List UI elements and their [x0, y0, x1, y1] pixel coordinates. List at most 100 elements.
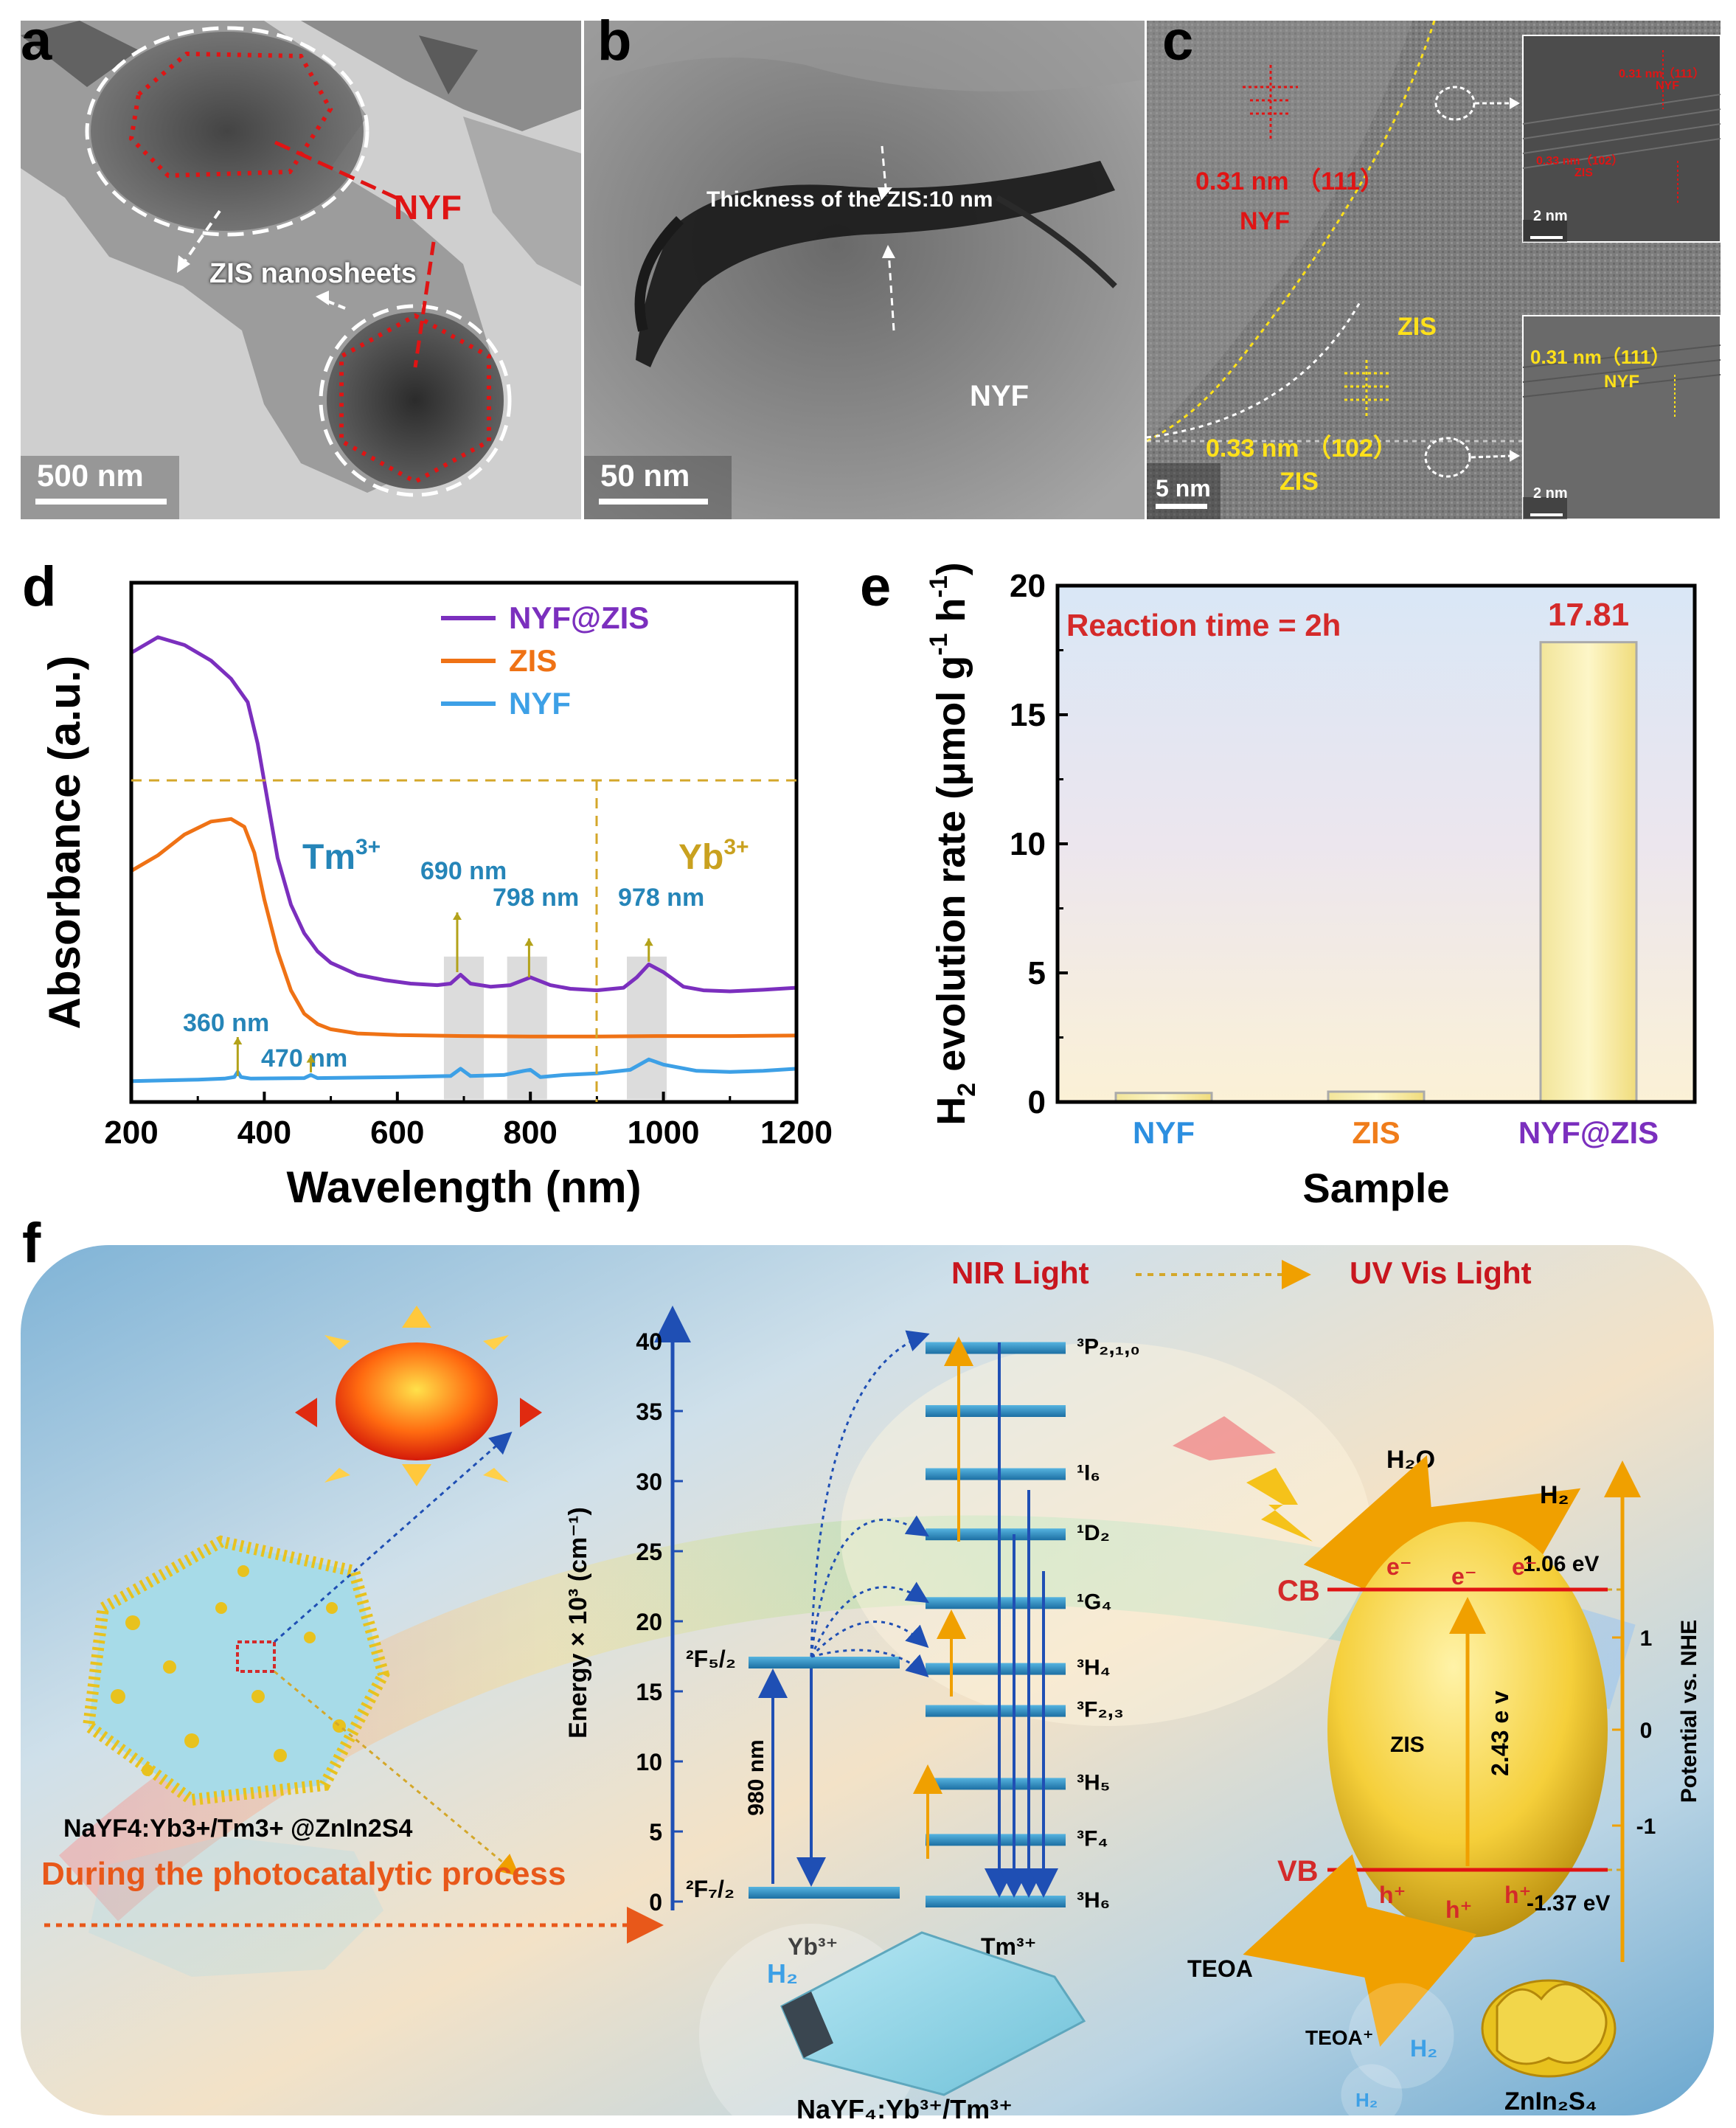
peak-arrowhead-690 [452, 912, 462, 921]
tm-level-label-6: ³H₅ [1077, 1770, 1110, 1795]
energy-tick-label-20: 20 [636, 1609, 662, 1635]
tm-level-1 [926, 1405, 1066, 1417]
tm-level-label-7: ³F₄ [1077, 1826, 1108, 1851]
x-tick-label-200: 200 [104, 1115, 158, 1151]
tem-image-b: Thickness of the ZIS:10 nm NYF 50 nm [584, 21, 1145, 519]
label-c-inset2-b: NYF [1604, 372, 1639, 392]
x-tick-label-400: 400 [237, 1115, 291, 1151]
scale-bar-b: 50 nm [600, 458, 690, 493]
peak-360: 360 nm [183, 1009, 269, 1037]
bar-value-label: 17.81 [1548, 597, 1629, 633]
label-c-inset2-a: 0.31 nm（111） [1530, 346, 1670, 368]
panel-label-c: c [1162, 10, 1194, 72]
panel-label-b: b [597, 10, 632, 72]
energy-tick-label-40: 40 [636, 1328, 662, 1355]
tm-level-4 [926, 1597, 1066, 1609]
tm-level-8 [926, 1834, 1066, 1846]
scale-bar-c: 5 nm [1156, 475, 1211, 502]
energy-tick-label-5: 5 [649, 1819, 662, 1845]
tm-level-label-2: ¹D₂ [1077, 1521, 1110, 1545]
tm-level-label-3: ¹G₄ [1077, 1590, 1112, 1614]
hole-1: h⁺ [1379, 1882, 1406, 1908]
bubble-h2-left: H₂ [767, 1958, 798, 1989]
x-tick-label-600: 600 [370, 1115, 424, 1151]
zis-egg-label: ZIS [1390, 1733, 1425, 1757]
absorbance-chart: 200 400 600 800 1000 1200 NYF@ZIS ZIS NYF Tm3… [40, 580, 833, 1212]
panel-label-e: e [860, 555, 892, 618]
excitation-label: 980 nm [744, 1739, 768, 1815]
bar-nyf-zis [1539, 641, 1638, 1103]
yb-level-upper: ²F₅/₂ [686, 1646, 736, 1672]
y-tick-label-0: 0 [1028, 1084, 1046, 1120]
x-tick-label-1000: 1000 [628, 1115, 700, 1151]
potential-tick-label-0: 0 [1640, 1719, 1653, 1743]
tm-level-0 [926, 1342, 1066, 1354]
teoa-label: TEOA [1187, 1955, 1253, 1982]
label-c-nyf: NYF [1240, 207, 1290, 235]
label-zis-nanosheets: ZIS nanosheets [209, 258, 417, 289]
legend-nyfzis: NYF@ZIS [509, 600, 649, 635]
ion-tm: Tm3+ [302, 835, 381, 877]
energy-tick-label-10: 10 [636, 1749, 662, 1775]
potential-tick-label-1: 1 [1640, 1626, 1653, 1651]
label-c-nyf-d: 0.31 nm （111） [1195, 167, 1386, 195]
label-c-zis-top: ZIS [1398, 313, 1437, 341]
label-thickness: Thickness of the ZIS:10 nm [706, 187, 993, 212]
shaded-region-2 [626, 956, 667, 1100]
y-axis-title-d: Absorbance (a.u.) [40, 656, 89, 1030]
tm-level-5 [926, 1663, 1066, 1675]
vb-label: VB [1277, 1855, 1319, 1888]
composite-label: NaYF4:Yb3+/Tm3+ @ZnIn2S4 [63, 1815, 413, 1843]
electron-1: e⁻ [1386, 1553, 1412, 1580]
peak-978: 978 nm [618, 884, 704, 912]
bubble-h2-small: H₂ [1355, 2089, 1378, 2111]
electron-3: e⁻ [1512, 1553, 1538, 1580]
process-label: During the photocatalytic process [41, 1856, 566, 1892]
energy-tick-label-15: 15 [636, 1679, 662, 1705]
label-nyf-b: NYF [970, 380, 1029, 412]
legend-nyf: NYF [509, 686, 571, 721]
potential-axis-title: Potential vs. NHE [1677, 1620, 1701, 1803]
cb-label: CB [1277, 1575, 1320, 1607]
energy-tick-label-0: 0 [649, 1889, 662, 1916]
tm-level-label-0: ³P₂,₁,₀ [1077, 1335, 1140, 1359]
lightning-icon [1246, 1468, 1313, 1542]
yb-level-lower: ²F₇/₂ [686, 1876, 735, 1902]
peak-arrowhead-360 [233, 1037, 243, 1044]
x-axis-title-d: Wavelength (nm) [286, 1162, 641, 1212]
energy-axis-title: Energy × 10³ (cm⁻¹) [564, 1507, 592, 1739]
energy-tick-label-35: 35 [636, 1399, 662, 1425]
sun-icon [295, 1306, 542, 1486]
peak-798: 798 nm [493, 884, 579, 912]
energy-tick-label-30: 30 [636, 1469, 662, 1495]
mechanism-diagram: NaYF4:Yb3+/Tm3+ @ZnIn2S4 During the phot… [21, 1245, 1714, 2128]
znins-flower-icon [1481, 1979, 1617, 2078]
label-c-zis-d: 0.33 nm （102） [1206, 434, 1398, 462]
tm-level-label-4: ³H₄ [1077, 1656, 1111, 1680]
tm-level-label-5: ³F₂,₃ [1077, 1698, 1124, 1722]
x-tick-label-800: 800 [503, 1115, 557, 1151]
yb-ion-label: Yb³⁺ [788, 1933, 838, 1960]
tm-level-2 [926, 1468, 1066, 1480]
y-tick-label-10: 10 [1010, 826, 1046, 862]
peak-470: 470 nm [261, 1044, 347, 1072]
h2o-label: H₂O [1386, 1446, 1435, 1474]
panel-label-d: d [22, 555, 57, 618]
tm-level-3 [926, 1528, 1066, 1541]
label-c-zis-bottom: ZIS [1280, 468, 1319, 496]
peak-690: 690 nm [420, 857, 507, 885]
hole-3: h⁺ [1504, 1882, 1531, 1908]
label-c-inset1-b: NYF [1656, 80, 1679, 92]
electron-2: e⁻ [1451, 1563, 1477, 1590]
reaction-time: Reaction time = 2h [1066, 608, 1341, 642]
h2-evolution-chart: NYF ZIS NYF@ZIS 0 5 10 15 20 Reaction time = 2h… [925, 562, 1697, 1211]
peak-arrowhead-470 [306, 1055, 316, 1063]
panel-label-f: f [22, 1212, 41, 1275]
tm-level-label-1: ¹I₆ [1077, 1461, 1100, 1486]
h2-label: H₂ [1540, 1481, 1569, 1509]
tem-image-c: 0.31 nm （111） NYF ZIS 0.33 nm （102） ZIS … [1147, 21, 1721, 519]
crystal-label: NaYF₄:Yb³⁺/Tm³⁺ [796, 2094, 1013, 2124]
tm-level-7 [926, 1778, 1066, 1790]
peak-arrowhead-798 [524, 938, 534, 946]
peak-arrowhead-978 [644, 938, 653, 946]
